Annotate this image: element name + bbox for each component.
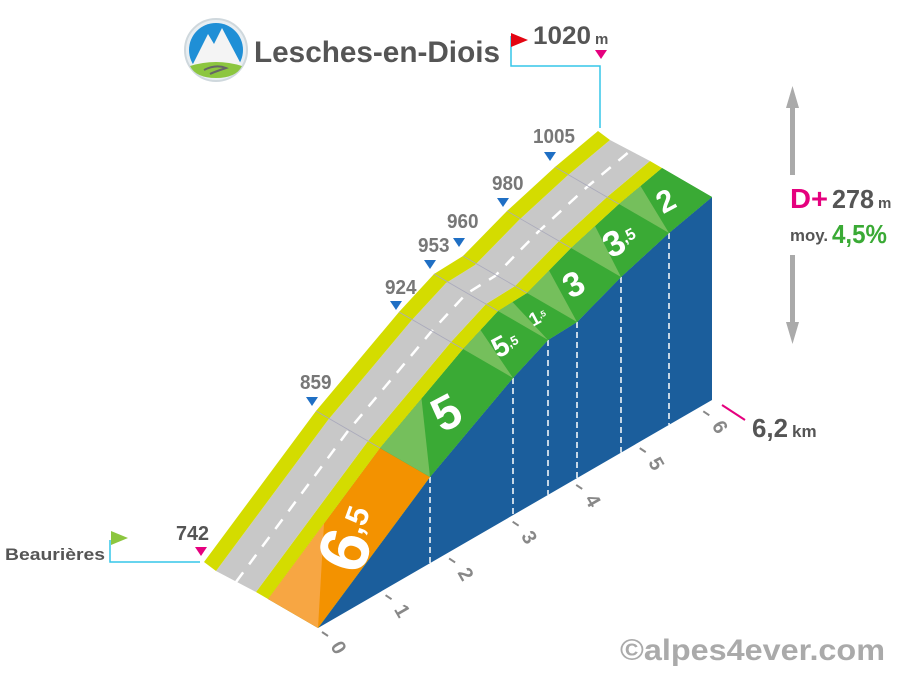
altitude-marker-icon xyxy=(306,397,318,406)
gradient-segment-shade xyxy=(619,186,669,233)
distance-marker xyxy=(721,404,746,421)
climb-title: Lesches-en-Diois xyxy=(254,36,500,69)
dplus-unit: m xyxy=(878,195,891,212)
side-face xyxy=(318,197,712,628)
altitude-marker-label: 953 xyxy=(418,235,450,257)
altitude-marker-label: 1005 xyxy=(533,126,575,148)
altitude-marker-icon xyxy=(544,152,556,161)
km-tick xyxy=(321,631,329,637)
road xyxy=(216,140,650,592)
km-tick xyxy=(448,557,456,564)
km-tick xyxy=(384,594,393,601)
km-label: 0 xyxy=(326,638,351,659)
summit-marker-icon xyxy=(595,50,607,59)
gradient-segment-shade xyxy=(498,302,548,340)
distance-unit: km xyxy=(792,422,817,441)
gradient-segment xyxy=(498,293,577,340)
distance-value: 6,2 xyxy=(752,413,788,443)
avg-gradient: 4,5% xyxy=(832,219,887,249)
altitude-marker-icon xyxy=(424,260,436,269)
km-tick xyxy=(702,410,710,417)
road-divider xyxy=(506,210,572,249)
summit-leader-line xyxy=(510,36,601,128)
altitude-marker-label: 924 xyxy=(385,277,417,299)
copyright: ©alpes4ever.com xyxy=(620,634,885,667)
road-divider xyxy=(462,255,528,294)
altitude-marker-label: 980 xyxy=(492,173,524,195)
gradient-segment-shade xyxy=(527,270,577,322)
start-altitude: 742 xyxy=(176,523,209,545)
inner-shoulder xyxy=(256,161,662,599)
summit-unit: m xyxy=(595,31,608,48)
gradient-segment-shade xyxy=(380,398,430,477)
km-label: 6 xyxy=(707,417,732,438)
start-leader-line xyxy=(109,540,200,563)
km-tick xyxy=(512,520,520,527)
km-label: 3 xyxy=(516,527,541,548)
outer-shoulder xyxy=(204,131,610,571)
dplus-label: D+ xyxy=(790,183,828,214)
start-name: Beaurières xyxy=(5,545,105,564)
altitude-marker-icon xyxy=(390,301,402,310)
road-divider xyxy=(315,410,381,449)
altitude-marker-label: 960 xyxy=(447,211,479,233)
gradient-segment-shade xyxy=(463,330,513,378)
gradient-decimal: ,5 xyxy=(537,308,548,320)
gradient-segment-shade xyxy=(268,523,324,628)
km-label: 1 xyxy=(389,601,414,622)
start-marker-icon xyxy=(195,547,207,556)
km-tick xyxy=(639,447,647,453)
summit-altitude: 1020 xyxy=(533,22,591,50)
altitude-marker-icon xyxy=(497,198,509,207)
altitude-marker-icon xyxy=(453,238,465,247)
km-tick xyxy=(575,484,583,490)
altitude-marker-label: 859 xyxy=(300,372,332,394)
summit-flag-icon xyxy=(511,33,528,47)
dplus-value: 278 xyxy=(832,184,874,214)
road-divider xyxy=(433,273,499,312)
km-label: 5 xyxy=(643,454,668,475)
km-label: 4 xyxy=(580,491,605,512)
avg-label: moy. xyxy=(790,226,828,245)
mountain-logo xyxy=(184,18,248,82)
elevation-arrow-icon xyxy=(786,86,799,344)
road-divider xyxy=(554,166,620,205)
road-divider xyxy=(398,311,464,350)
gradient-segment-shade xyxy=(571,226,621,277)
road-center-line xyxy=(234,150,631,583)
start-flag-icon xyxy=(111,531,128,545)
km-label: 2 xyxy=(453,564,478,585)
